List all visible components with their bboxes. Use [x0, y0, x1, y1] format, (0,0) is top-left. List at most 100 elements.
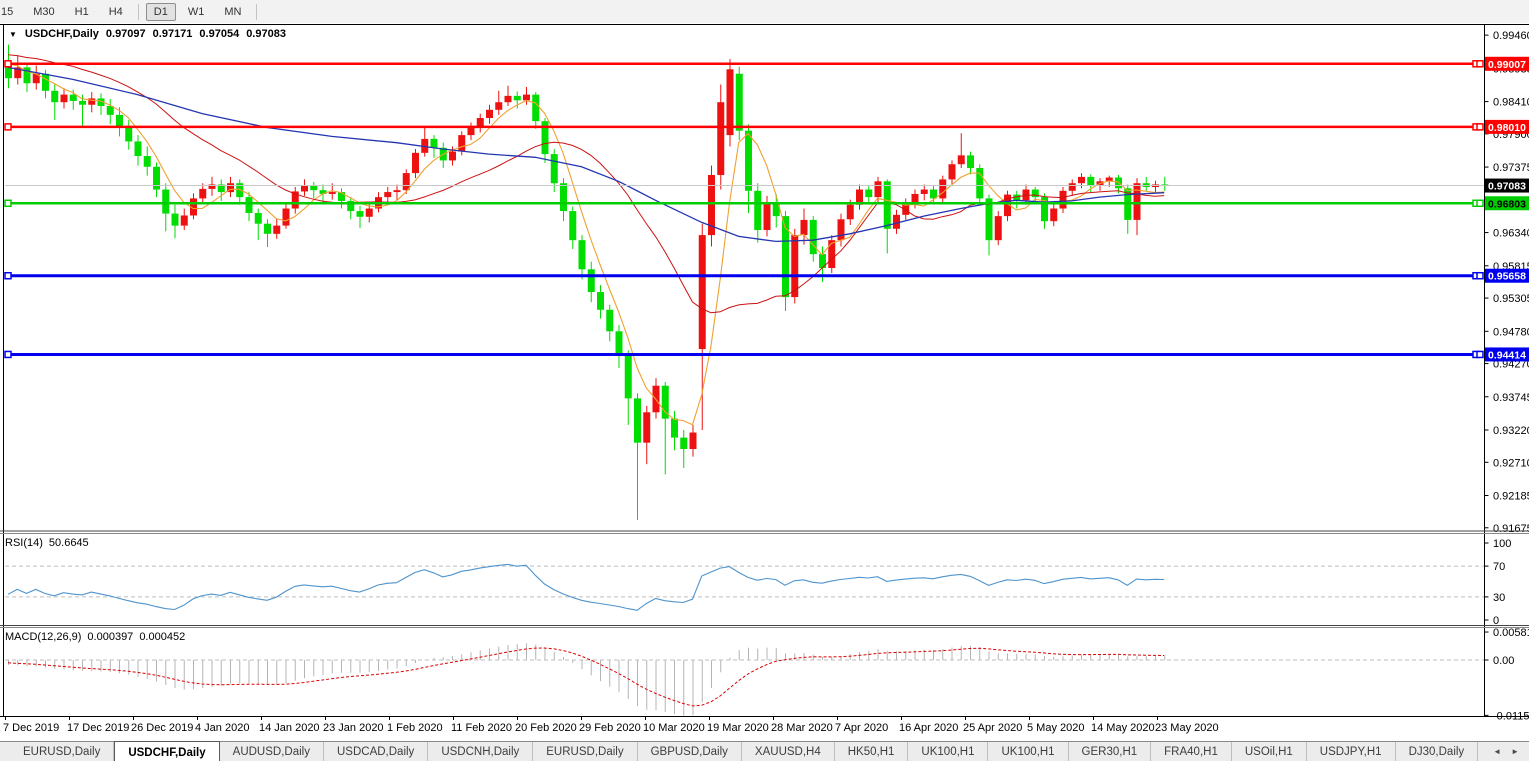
candle: [985, 198, 993, 241]
period-button-w1[interactable]: W1: [187, 5, 205, 18]
candle: [97, 98, 105, 107]
line-handle[interactable]: [4, 271, 12, 280]
candle: [1059, 190, 1067, 209]
svg-text:0.97083: 0.97083: [1488, 181, 1526, 193]
candle: [606, 309, 614, 332]
chart-tab-usdcnh-daily-4[interactable]: USDCNH,Daily: [428, 742, 534, 761]
candle: [587, 269, 595, 293]
horizontal-lines-layer[interactable]: [4, 60, 1485, 359]
candle: [791, 235, 799, 298]
svg-text:0.95658: 0.95658: [1488, 271, 1526, 283]
candle: [273, 225, 281, 234]
chart-tab-usdjpy-h1-14[interactable]: USDJPY,H1: [1307, 742, 1396, 761]
period-button-d1[interactable]: D1: [145, 2, 176, 21]
candle: [402, 173, 410, 191]
candle: [310, 185, 318, 191]
chart-tab-uk100-h1-9[interactable]: UK100,H1: [908, 742, 989, 761]
candle: [365, 208, 373, 217]
candle: [42, 73, 49, 91]
candle: [495, 102, 503, 110]
price-badge: [1485, 196, 1529, 211]
chart-canvas[interactable]: 0.994600.989350.984100.979000.973750.968…: [0, 23, 1529, 741]
line-handle[interactable]: [4, 350, 12, 359]
candle: [883, 181, 891, 229]
macd-signal-line: [7, 647, 1165, 707]
candle: [763, 203, 771, 231]
svg-text:26 Dec 2019: 26 Dec 2019: [131, 722, 193, 734]
rsi-pane: 100 70 30 0: [5, 538, 1511, 627]
date-axis: 7 Dec 2019 17 Dec 2019 26 Dec 2019 4 Jan 20…: [3, 716, 1219, 734]
svg-text:0: 0: [1493, 615, 1499, 627]
chart-tab-uk100-h1-10[interactable]: UK100,H1: [988, 742, 1069, 761]
period-button-h4[interactable]: H4: [108, 5, 123, 18]
candle: [51, 90, 59, 103]
candle: [69, 94, 77, 101]
chart-window: 0.994600.989350.984100.979000.973750.968…: [0, 23, 1529, 741]
candle: [125, 127, 133, 142]
chart-tab-audusd-daily-2[interactable]: AUDUSD,Daily: [220, 742, 324, 761]
svg-text:0.94270: 0.94270: [1493, 359, 1529, 371]
chart-tab-gbpusd-daily-6[interactable]: GBPUSD,Daily: [638, 742, 742, 761]
candle: [874, 181, 882, 198]
chart-tab-eurusd-daily-0[interactable]: EURUSD,Daily: [10, 742, 115, 761]
chart-tab-ger30-h1-11[interactable]: GER30,H1: [1069, 742, 1152, 761]
candle: [615, 331, 623, 356]
period-button-mn[interactable]: MN: [224, 5, 242, 18]
candle: [680, 437, 688, 449]
rsi-name: RSI(14): [5, 537, 43, 549]
toolbar-separator: [256, 3, 258, 20]
candle: [800, 219, 808, 236]
candle: [717, 102, 725, 175]
candle: [828, 240, 836, 269]
chart-tab-hk50-h1-8[interactable]: HK50,H1: [835, 742, 909, 761]
tab-scroll-right-icon[interactable]: ►: [1511, 747, 1519, 756]
line-handle[interactable]: [4, 123, 12, 131]
tab-scroll-arrows: ◄ ►: [1483, 742, 1529, 761]
svg-text:17 Dec 2019: 17 Dec 2019: [67, 722, 129, 734]
chart-tab-usdchf-daily-1[interactable]: USDCHF,Daily: [114, 741, 220, 761]
svg-text:14 Jan 2020: 14 Jan 2020: [259, 722, 320, 734]
candle: [106, 106, 114, 115]
candle: [976, 168, 984, 199]
period-button-h1[interactable]: H1: [74, 5, 89, 18]
candle: [134, 141, 142, 156]
chart-tab-fra40-h1-12[interactable]: FRA40,H1: [1151, 742, 1232, 761]
macd-value-signal: 0.000452: [139, 631, 186, 643]
candle: [856, 189, 863, 205]
period-button-15[interactable]: 15: [1, 5, 14, 18]
svg-text:4 Jan 2020: 4 Jan 2020: [195, 722, 249, 734]
chart-tab-usoil-h1-13[interactable]: USOil,H1: [1232, 742, 1307, 761]
chart-tab-dj30-daily-15[interactable]: DJ30,Daily: [1396, 742, 1479, 761]
candle: [939, 179, 947, 199]
line-handle[interactable]: [4, 199, 12, 208]
candle: [449, 151, 456, 161]
period-button-m30[interactable]: M30: [33, 5, 55, 18]
svg-text:25 Apr 2020: 25 Apr 2020: [963, 722, 1022, 734]
svg-text:0.97375: 0.97375: [1493, 162, 1529, 174]
candle: [948, 164, 956, 180]
chart-tab-eurusd-daily-5[interactable]: EURUSD,Daily: [533, 742, 638, 761]
candle: [1078, 176, 1085, 184]
candle: [550, 154, 558, 184]
candle: [79, 100, 86, 105]
candle: [846, 204, 854, 220]
ohlc-open: 0.97097: [105, 28, 146, 40]
svg-text:29 Feb 2020: 29 Feb 2020: [579, 722, 641, 734]
svg-text:0.92185: 0.92185: [1493, 491, 1529, 503]
candle: [920, 189, 928, 194]
svg-text:0.94780: 0.94780: [1493, 326, 1529, 338]
candle: [88, 98, 96, 105]
candle: [708, 174, 715, 236]
chart-tab-xauusd-h4-7[interactable]: XAUUSD,H4: [742, 742, 835, 761]
price-badge: [1485, 178, 1529, 193]
candle: [689, 432, 697, 449]
candle: [338, 192, 345, 201]
symbol-dropdown-icon[interactable]: ▼: [9, 29, 17, 39]
svg-text:0.93220: 0.93220: [1493, 425, 1529, 437]
tab-scroll-left-icon[interactable]: ◄: [1493, 747, 1502, 756]
svg-text:0.96340: 0.96340: [1493, 228, 1529, 240]
line-handle[interactable]: [4, 60, 12, 68]
candle: [735, 73, 743, 131]
candle: [532, 94, 540, 122]
chart-tab-usdcad-daily-3[interactable]: USDCAD,Daily: [324, 742, 429, 761]
